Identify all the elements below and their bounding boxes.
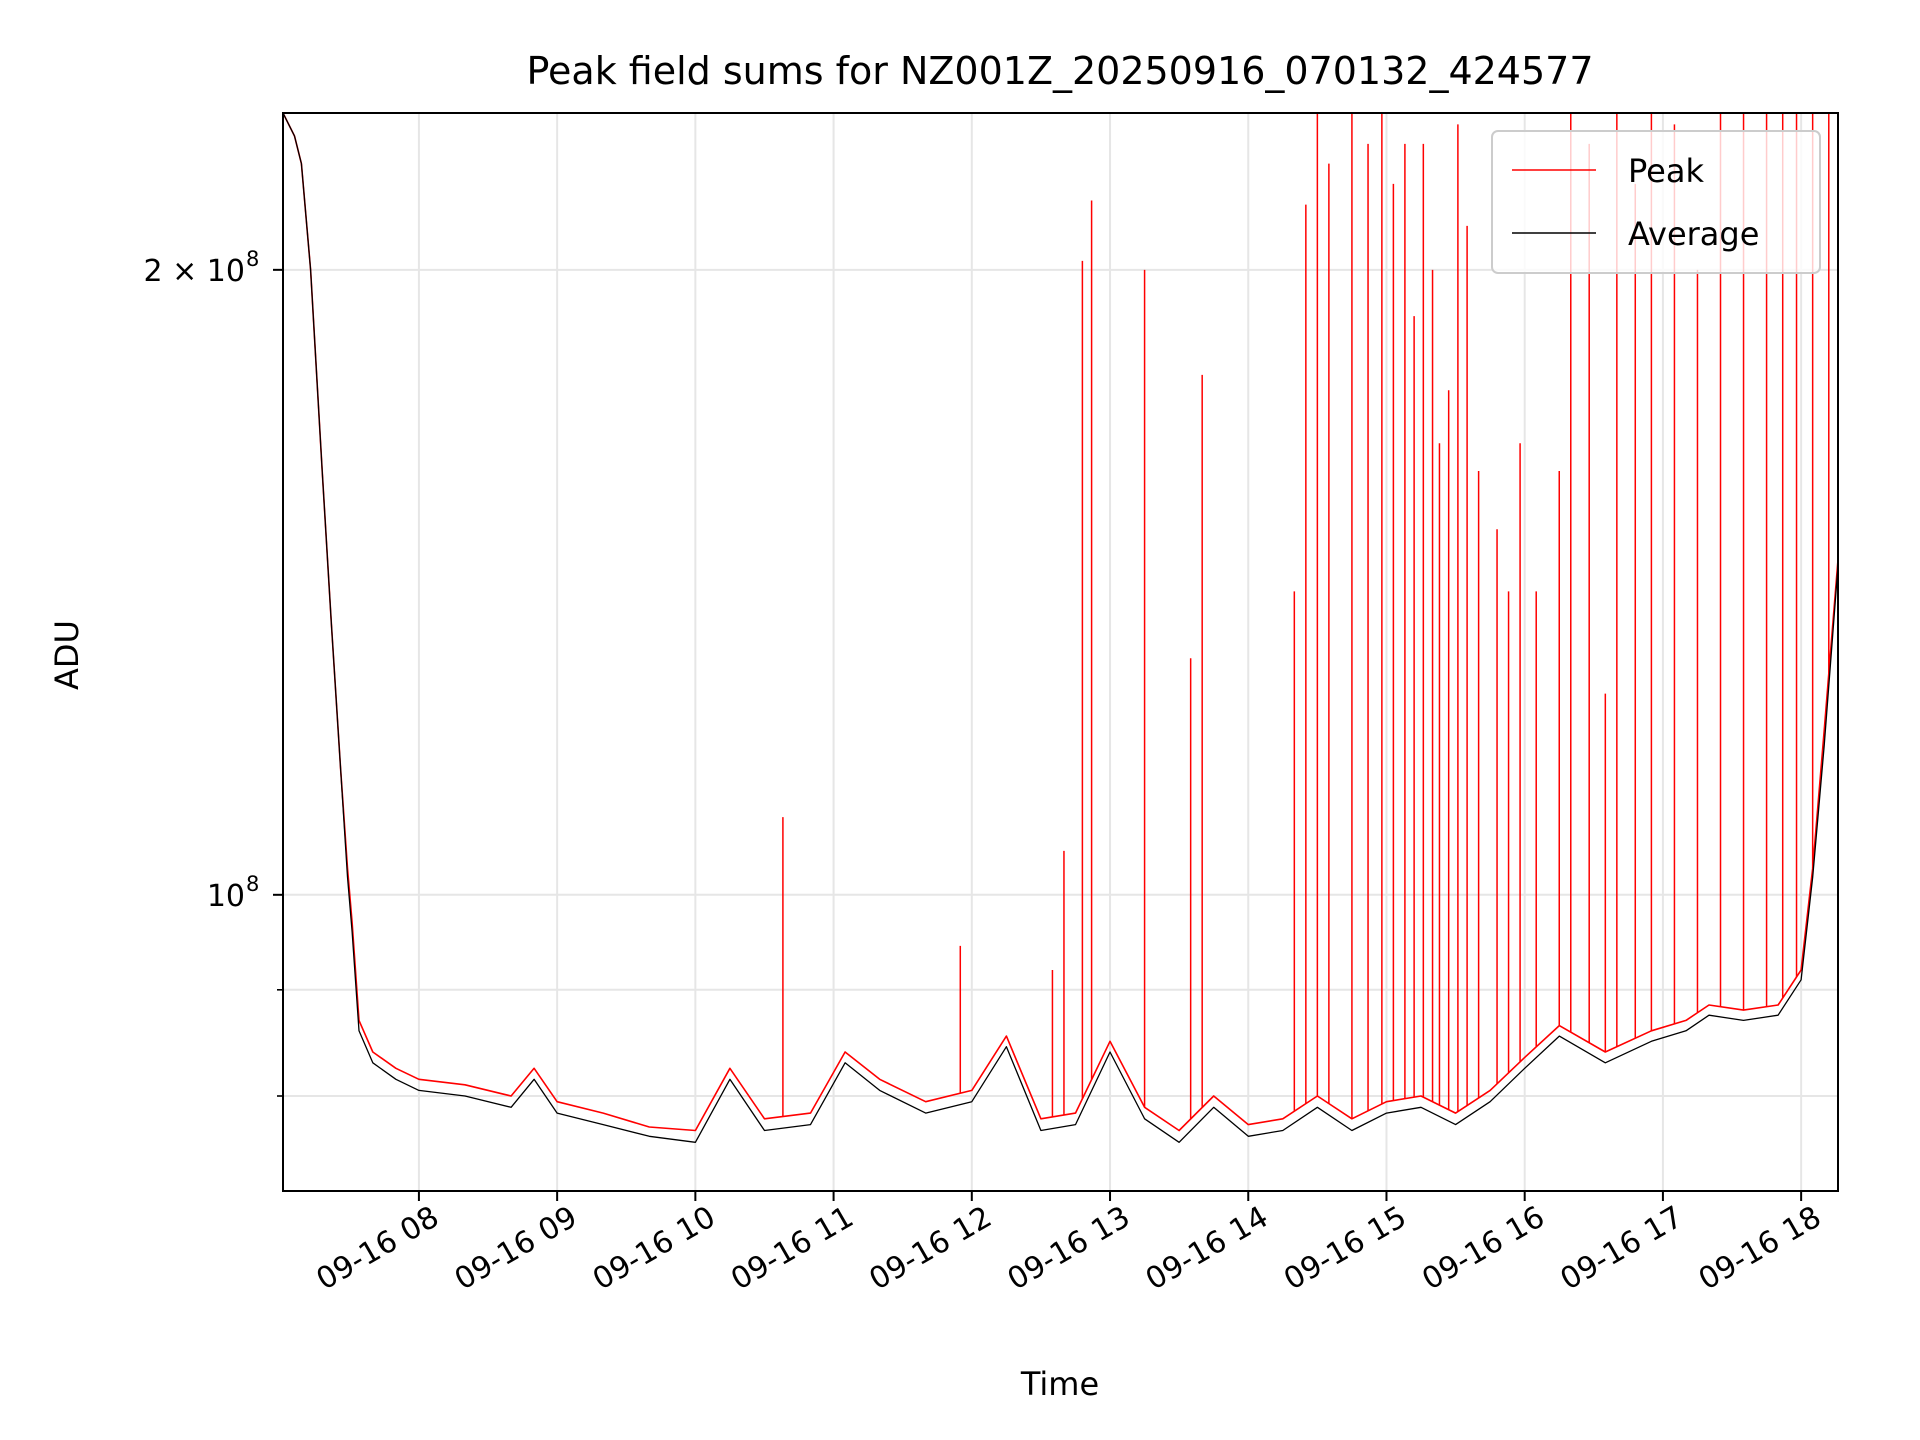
series-average-line xyxy=(283,113,1838,1143)
series-peak-line xyxy=(283,113,1838,1132)
x-axis-title: Time xyxy=(1020,1365,1099,1403)
gridlines xyxy=(283,113,1838,1191)
y-axis-title: ADU xyxy=(48,620,86,690)
y-tick-exponent: 8 xyxy=(246,247,259,271)
legend-box xyxy=(1491,130,1821,274)
legend-label-peak: Peak xyxy=(1628,152,1704,190)
y-tick-label: 2 × 10 xyxy=(144,254,245,289)
legend: Peak Average xyxy=(1491,130,1821,274)
y-tick-exponent: 8 xyxy=(246,872,259,896)
chart-title: Peak field sums for NZ001Z_20250916_0701… xyxy=(526,49,1593,93)
legend-label-average: Average xyxy=(1628,215,1759,253)
plot-area xyxy=(283,113,1838,1143)
plot-frame xyxy=(282,112,1839,1192)
y-tick-label: 10 xyxy=(207,879,245,914)
